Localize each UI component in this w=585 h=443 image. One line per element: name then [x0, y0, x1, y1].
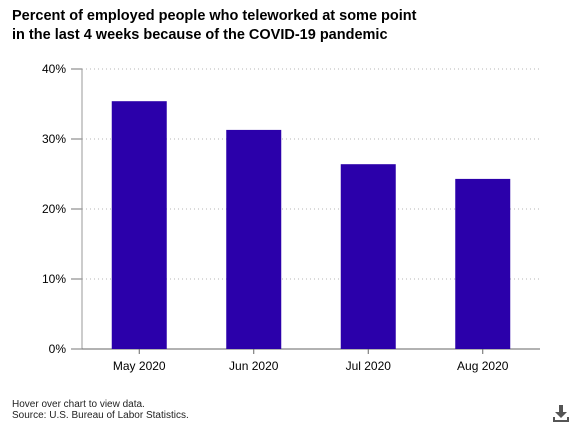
y-tick-label: 20%: [42, 202, 66, 216]
x-tick-label: Jun 2020: [229, 359, 279, 373]
chart-title: Percent of employed people who teleworke…: [12, 8, 417, 43]
y-tick-label: 0%: [49, 342, 67, 356]
bar-aug-2020[interactable]: [455, 178, 511, 349]
x-tick-label: May 2020: [113, 359, 166, 373]
y-tick-label: 10%: [42, 272, 66, 286]
x-tick-label: Aug 2020: [457, 359, 509, 373]
download-icon[interactable]: [551, 404, 571, 424]
bars[interactable]: [111, 101, 511, 349]
y-tick-label: 30%: [42, 132, 66, 146]
bar-may-2020[interactable]: [111, 101, 167, 349]
y-tick-label: 40%: [42, 62, 66, 76]
source-note: Source: U.S. Bureau of Labor Statistics.: [12, 410, 189, 421]
bar-jul-2020[interactable]: [340, 164, 396, 349]
tick-labels: 0% 10% 20% 30% 40% May 2020 Jun 2020 Jul 2020 Au…: [42, 62, 509, 373]
bar-jun-2020[interactable]: [226, 129, 282, 349]
x-tick-label: Jul 2020: [346, 359, 392, 373]
hover-note: Hover over chart to view data.: [12, 399, 145, 410]
bar-chart[interactable]: 0% 10% 20% 30% 40% May 2020 Jun 2020 Jul 2020 Au…: [0, 0, 585, 395]
